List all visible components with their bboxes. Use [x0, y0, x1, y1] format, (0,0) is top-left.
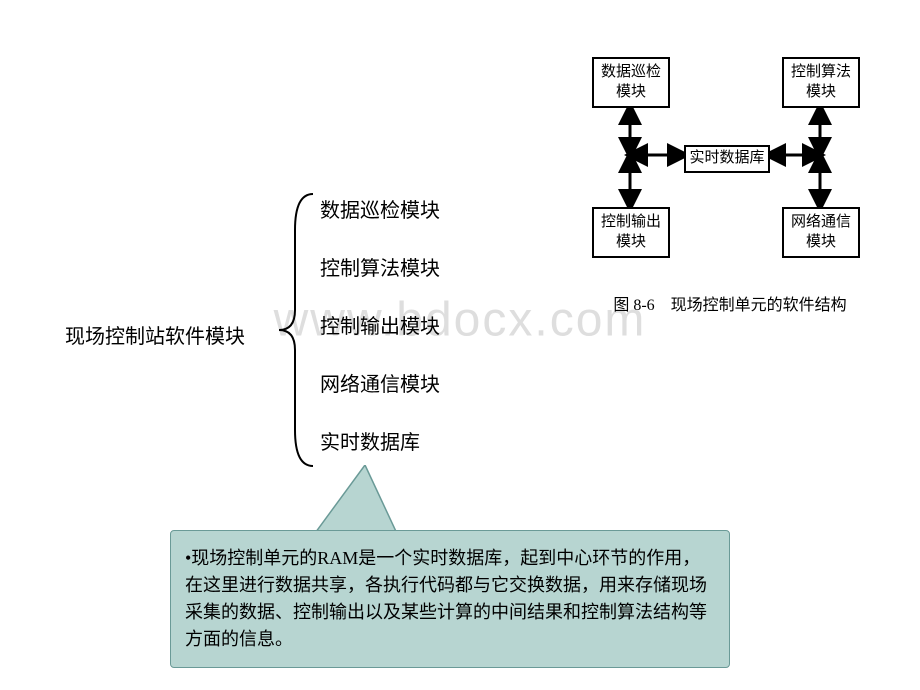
curly-bracket: [275, 190, 315, 470]
fig-node-label: 数据巡检模块: [601, 64, 661, 100]
main-label: 现场控制站软件模块: [65, 320, 245, 349]
figure-caption: 图 8-6 现场控制单元的软件结构: [570, 291, 890, 315]
figure-8-6: 数据巡检模块 控制算法模块 实时数据库 控制输出模块 网络通信模块 图 8-6 …: [570, 55, 890, 315]
callout-tail: [310, 465, 400, 540]
fig-node-control-algo: 控制算法模块: [782, 57, 860, 108]
fig-node-control-output: 控制输出模块: [592, 207, 670, 258]
module-item: 实时数据库: [320, 432, 440, 454]
callout-text: •现场控制单元的RAM是一个实时数据库，起到中心环节的作用，在这里进行数据共享，…: [185, 548, 707, 649]
module-item: 控制输出模块: [320, 316, 440, 338]
module-item: 控制算法模块: [320, 258, 440, 280]
fig-node-label: 控制算法模块: [791, 64, 851, 100]
fig-node-label: 网络通信模块: [791, 214, 851, 250]
module-item: 网络通信模块: [320, 374, 440, 396]
fig-node-label: 实时数据库: [689, 150, 764, 166]
fig-node-network-comm: 网络通信模块: [782, 207, 860, 258]
module-item: 数据巡检模块: [320, 200, 440, 222]
fig-node-data-inspection: 数据巡检模块: [592, 57, 670, 108]
fig-node-realtime-db: 实时数据库: [684, 145, 770, 173]
fig-node-label: 控制输出模块: [601, 214, 661, 250]
callout-box: •现场控制单元的RAM是一个实时数据库，起到中心环节的作用，在这里进行数据共享，…: [170, 530, 730, 668]
module-list: 数据巡检模块 控制算法模块 控制输出模块 网络通信模块 实时数据库: [320, 200, 440, 490]
